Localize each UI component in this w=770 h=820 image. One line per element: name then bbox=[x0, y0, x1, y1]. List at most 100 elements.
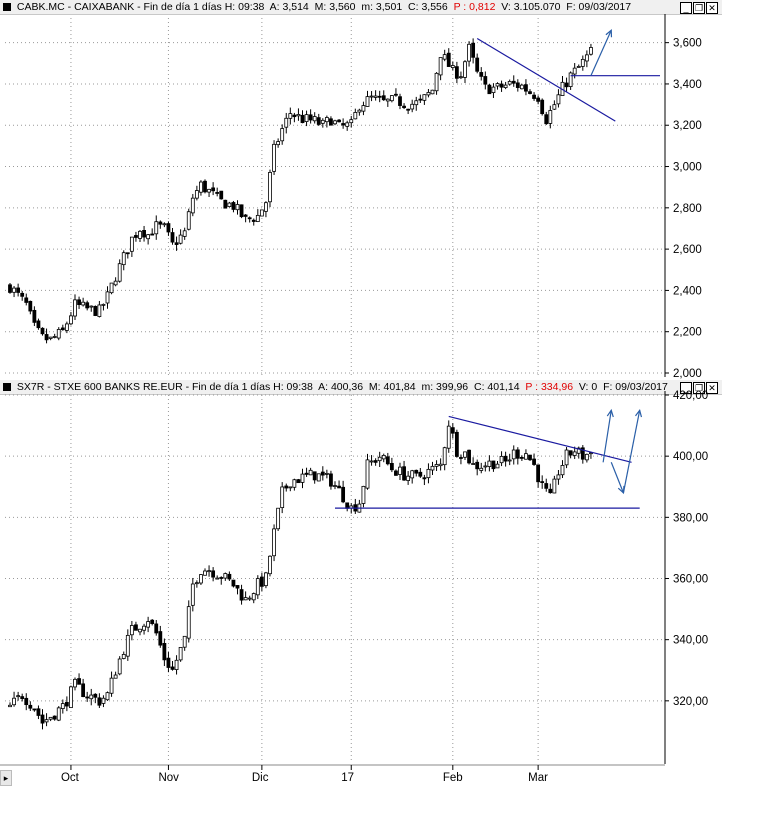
candle-body-up bbox=[507, 459, 512, 462]
candle-body-up bbox=[312, 116, 317, 122]
candle-body-down bbox=[418, 98, 423, 101]
candle-body-down bbox=[402, 466, 406, 481]
candle-body-up bbox=[552, 104, 557, 110]
candle-body-down bbox=[402, 105, 406, 109]
candle-body-up bbox=[556, 94, 561, 105]
candle-body-down bbox=[446, 52, 451, 67]
candle-body-up bbox=[259, 209, 264, 217]
minimize-icon[interactable]: _ bbox=[680, 2, 692, 14]
candle-body-up bbox=[101, 697, 106, 704]
candle-body-down bbox=[503, 455, 508, 462]
candle-body-up bbox=[349, 119, 354, 124]
bottom-open: A: 400,36 bbox=[318, 381, 364, 393]
candle-body-up bbox=[268, 172, 272, 203]
close-icon[interactable]: ✕ bbox=[706, 2, 718, 14]
candle-body-down bbox=[24, 697, 29, 706]
candle-body-down bbox=[32, 309, 37, 323]
candle-body-up bbox=[251, 593, 256, 601]
candle-body-up bbox=[190, 583, 195, 606]
candle-body-down bbox=[174, 242, 179, 245]
restore-icon[interactable]: ❐ bbox=[693, 382, 705, 394]
candle-body-up bbox=[410, 103, 415, 110]
chart-window-icon bbox=[3, 383, 11, 392]
top-time: H: 09:38 bbox=[224, 1, 265, 13]
candle-body-up bbox=[548, 110, 553, 124]
candle-body-down bbox=[93, 693, 98, 698]
candle-body-up bbox=[324, 472, 329, 475]
candle-body-up bbox=[125, 634, 130, 657]
x-tick-label: 17 bbox=[341, 772, 354, 784]
candle-body-up bbox=[584, 54, 589, 62]
candle-body-up bbox=[113, 674, 118, 679]
candle-body-down bbox=[40, 327, 45, 335]
candle-body-up bbox=[446, 425, 451, 449]
y-tick-label: 3,200 bbox=[673, 120, 702, 132]
candle-body-up bbox=[442, 54, 447, 60]
bottom-chart-titlebar: SX7R - STXE 600 BANKS RE.EUR - Fin de dí… bbox=[0, 380, 722, 395]
candle-body-up bbox=[264, 202, 268, 212]
close-icon[interactable]: ✕ bbox=[706, 382, 718, 394]
x-tick-label: Nov bbox=[158, 772, 179, 784]
candle-body-up bbox=[48, 336, 53, 339]
candle-body-down bbox=[81, 683, 86, 698]
y-tick-label: 420,00 bbox=[673, 390, 708, 402]
candle-body-up bbox=[487, 460, 492, 467]
candle-body-down bbox=[536, 464, 541, 483]
candle-body-down bbox=[8, 284, 12, 293]
candle-body-down bbox=[32, 708, 37, 711]
minimize-icon[interactable]: _ bbox=[680, 382, 692, 394]
bottom-volume: V: 0 bbox=[578, 381, 598, 393]
candle-body-up bbox=[121, 252, 126, 266]
candle-body-down bbox=[304, 472, 309, 475]
y-tick-label: 400,00 bbox=[673, 451, 708, 463]
candle-body-down bbox=[150, 233, 155, 236]
candle-body-down bbox=[454, 431, 459, 457]
candle-body-up bbox=[560, 465, 565, 476]
arrow-head bbox=[606, 408, 614, 418]
candle-body-up bbox=[64, 323, 69, 331]
top-volume: V: 3.105.070 bbox=[501, 1, 561, 13]
candle-body-up bbox=[243, 597, 248, 601]
candle-body-up bbox=[442, 447, 447, 466]
candle-body-down bbox=[231, 579, 236, 587]
x-tick-label: Dic bbox=[252, 772, 269, 784]
candle-body-up bbox=[105, 692, 110, 701]
candle-body-up bbox=[60, 703, 65, 709]
candle-body-up bbox=[142, 625, 146, 631]
candle-body-down bbox=[511, 80, 516, 84]
candle-body-down bbox=[170, 232, 175, 243]
candle-body-up bbox=[48, 716, 53, 720]
x-axis: Oct Nov Dic 17 Feb Mar bbox=[0, 764, 665, 784]
candle-body-down bbox=[459, 457, 463, 459]
candle-body-down bbox=[93, 305, 98, 316]
candle-body-up bbox=[280, 486, 285, 509]
candle-body-up bbox=[73, 299, 77, 317]
candle-body-down bbox=[85, 696, 90, 699]
candle-body-up bbox=[288, 113, 293, 119]
candle-body-down bbox=[329, 118, 333, 126]
candle-body-up bbox=[320, 119, 325, 124]
scroll-left-button[interactable]: ▸ bbox=[0, 770, 12, 786]
candle-body-down bbox=[580, 447, 585, 460]
candle-body-up bbox=[564, 449, 569, 466]
candle-body-down bbox=[77, 299, 81, 305]
candle-body-up bbox=[199, 574, 203, 584]
candle-body-down bbox=[134, 235, 138, 238]
candle-body-up bbox=[463, 61, 467, 78]
candle-body-up bbox=[276, 507, 281, 530]
candle-body-down bbox=[532, 94, 536, 99]
candle-body-up bbox=[524, 453, 528, 460]
candle-body-up bbox=[576, 66, 581, 68]
candle-body-up bbox=[56, 707, 61, 721]
candle-body-up bbox=[199, 181, 203, 193]
candle-body-up bbox=[255, 578, 260, 596]
bottom-trendlines bbox=[335, 408, 643, 509]
candle-body-down bbox=[536, 97, 541, 102]
candle-body-up bbox=[109, 677, 114, 694]
top-low: m: 3,501 bbox=[361, 1, 403, 13]
candle-body-down bbox=[487, 84, 492, 95]
restore-icon[interactable]: ❐ bbox=[693, 2, 705, 14]
candle-body-down bbox=[227, 573, 232, 580]
candle-body-up bbox=[398, 466, 402, 475]
candle-body-down bbox=[394, 93, 398, 96]
